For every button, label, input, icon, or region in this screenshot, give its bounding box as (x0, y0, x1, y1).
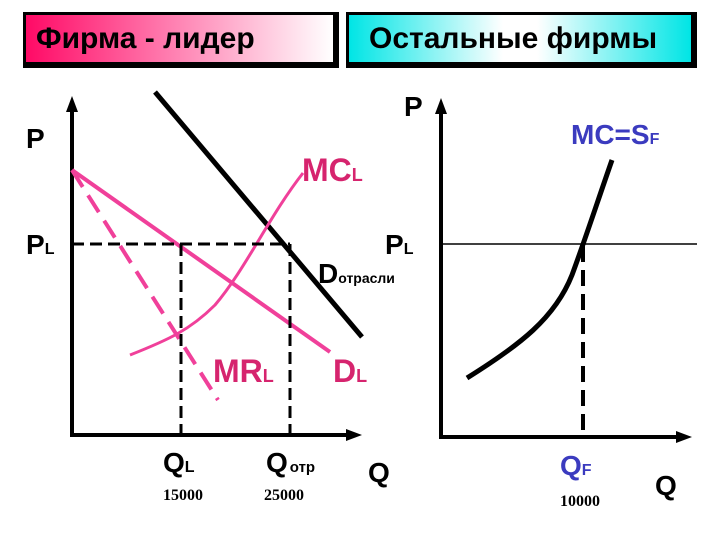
industry-demand-label: Dотрасли (318, 258, 395, 289)
leader-quantity-value: 15000 (163, 487, 203, 504)
fringe-supply-label: MC=SF (571, 119, 660, 150)
industry-demand-curve (153, 90, 364, 339)
left-price-axis-label: P (26, 123, 45, 154)
leader-mr-curve (70, 168, 220, 402)
leader-mc-label: MCL (302, 152, 363, 188)
left-leader-price-label: PL (26, 229, 55, 260)
right-price-axis-label: P (404, 91, 423, 122)
leader-mr-label: MRL (213, 353, 274, 389)
right-y-arrow (435, 98, 447, 114)
left-y-arrow (66, 96, 78, 112)
fringe-quantity-value: 10000 (560, 493, 600, 510)
leader-demand-label: DL (333, 353, 367, 389)
industry-quantity-value: 25000 (264, 487, 304, 504)
other-firms-header: Остальные фирмы (346, 12, 697, 68)
left-quantity-axis-label: Q (368, 457, 390, 488)
leader-firm-header: Фирма - лидер (23, 12, 339, 68)
leader-demand-curve (70, 168, 332, 354)
right-leader-price-label: PL (385, 229, 414, 260)
leader-mc-curve (129, 172, 305, 357)
right-x-arrow (676, 431, 692, 443)
other-firms-title: Остальные фирмы (369, 22, 658, 55)
fringe-quantity-label: QF (560, 450, 592, 481)
right-quantity-axis-label: Q (655, 470, 677, 501)
leader-quantity-label: QL (163, 447, 195, 478)
fringe-supply-curve (465, 159, 615, 381)
left-x-arrow (346, 429, 362, 441)
leader-firm-title: Фирма - лидер (36, 22, 255, 55)
